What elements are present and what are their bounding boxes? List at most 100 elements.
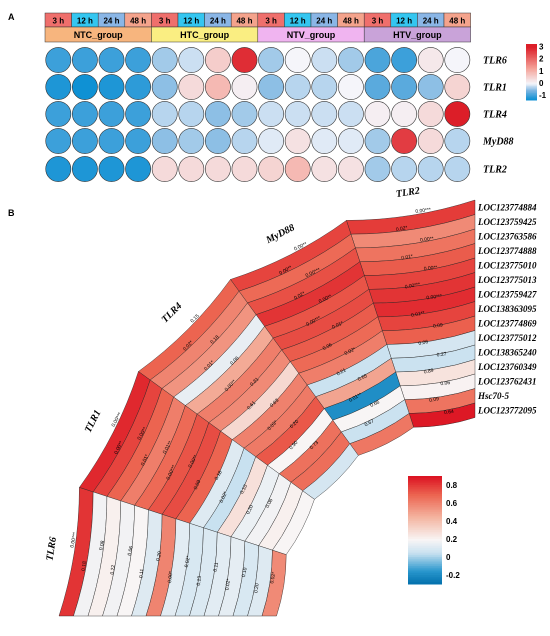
- correlation-value-label: 0.06: [229, 355, 240, 366]
- heatmap-dot: [337, 47, 364, 73]
- heatmap-dot: [45, 47, 72, 73]
- correlation-value-label: 0.06: [265, 498, 275, 510]
- legend-b-band: [408, 492, 442, 495]
- correlation-value-label: 0.01**: [162, 440, 174, 455]
- legend-a-band: [526, 91, 537, 94]
- heatmap-dot: [98, 47, 125, 73]
- heatmap-dot: [231, 74, 258, 100]
- legend-a-tick: 3: [539, 42, 544, 51]
- correlation-value-label: 0.20: [253, 583, 260, 594]
- heatmap-dot: [204, 74, 231, 100]
- heatmap-dot: [125, 156, 152, 182]
- legend-a-band: [526, 73, 537, 76]
- legend-b-band: [408, 540, 442, 544]
- heatmap-dot: [151, 156, 178, 182]
- heatmap-dot: [417, 47, 444, 73]
- panel-b-circular-heatmap: 0.00*** 0.02* 0.00** 0.01* 0.00** 0.00*** 0.00…: [44, 185, 537, 617]
- legend-b-band: [408, 564, 442, 567]
- legend-b-band: [408, 548, 442, 551]
- gene-label: MyD88: [482, 137, 514, 148]
- time-label: 3 h: [53, 17, 65, 26]
- gene-label: TLR1: [483, 83, 507, 94]
- time-label: 12 h: [77, 17, 93, 26]
- group-label: NTC_group: [74, 30, 123, 40]
- legend-b-band: [408, 533, 442, 536]
- correlation-value-label: 0.00**: [318, 294, 333, 305]
- legend-b-band: [408, 539, 442, 542]
- heatmap-dot: [337, 101, 364, 127]
- correlation-value-label: 0.06: [418, 339, 429, 347]
- group-label: HTC_group: [180, 30, 229, 40]
- correlation-value-label: 0.01**: [411, 310, 426, 318]
- heatmap-dot: [337, 128, 364, 154]
- heatmap-dot: [417, 128, 444, 154]
- legend-a-band: [526, 59, 537, 62]
- legend-b-band: [408, 477, 442, 481]
- legend-b-band: [408, 488, 442, 491]
- heatmap-dot: [258, 128, 285, 154]
- correlation-value-label: 0.06: [322, 342, 334, 352]
- legend-a-band: [526, 48, 537, 51]
- heatmap-dot: [444, 101, 471, 127]
- legend-b-band: [408, 582, 442, 585]
- heatmap-dot: [72, 74, 98, 100]
- correlation-value-label: 0.11: [138, 568, 145, 578]
- correlation-value-label: 0.67: [364, 418, 376, 428]
- legend-b-band: [408, 501, 442, 504]
- correlation-value-label: 0.02*: [269, 571, 277, 584]
- legend-b-band: [408, 531, 442, 535]
- legend-a-band: [526, 70, 537, 73]
- heatmap-dot: [125, 74, 152, 100]
- legend-b-band: [408, 575, 442, 578]
- legend-b-band: [408, 521, 442, 524]
- time-label: 48 h: [236, 17, 252, 26]
- legend-a-band: [526, 76, 537, 79]
- legend-b-band: [408, 553, 442, 556]
- legend-a-band: [526, 56, 537, 59]
- correlation-value-label: 0.06: [127, 545, 135, 556]
- correlation-value-label: 0.06: [440, 380, 451, 387]
- correlation-value-label: 0.18: [209, 334, 220, 345]
- correlation-value-label: 0.02*: [219, 491, 229, 504]
- heatmap-dot: [45, 101, 72, 127]
- legend-b-band: [408, 522, 442, 526]
- correlation-value-label: 0.73: [309, 440, 320, 451]
- panel-a-legend: 3 2 1 0 -1: [526, 42, 547, 101]
- heatmap-dot: [98, 128, 125, 154]
- legend-a-tick: 2: [539, 55, 544, 64]
- correlation-value-label: 0.01*: [401, 254, 414, 262]
- legend-b-band: [408, 571, 442, 574]
- legend-b-band: [408, 503, 442, 506]
- heatmap-dot: [391, 47, 418, 73]
- legend-a-band: [526, 97, 537, 100]
- correlation-value-label: 0.01*: [140, 454, 150, 467]
- heatmap-dot: [258, 156, 285, 182]
- legend-a-band: [526, 90, 537, 93]
- correlation-value-label: 0.27: [436, 351, 447, 358]
- ring-gene-label: MyD88: [263, 222, 296, 246]
- correlation-value-label: 0.00***: [69, 532, 78, 548]
- gene-track-label: LOC123759425: [477, 217, 537, 227]
- correlation-value-label: 0.18: [81, 561, 88, 572]
- correlation-value-label: 0.31: [249, 376, 260, 387]
- heatmap-dot: [311, 47, 338, 73]
- ring-gene-label: TLR4: [160, 301, 185, 326]
- heatmap-dot: [231, 47, 258, 73]
- legend-b-band: [408, 578, 442, 581]
- correlation-value-label: 0.00**: [293, 241, 308, 252]
- legend-a-tick: 0: [539, 79, 544, 88]
- gene-track-label: LOC123774884: [477, 202, 537, 212]
- legend-a-band: [526, 88, 537, 91]
- heatmap-dot: [45, 156, 72, 182]
- heatmap-dot: [258, 101, 285, 127]
- correlation-value-label: 0.01*: [331, 320, 344, 330]
- panel-b-label: B: [8, 208, 15, 218]
- group-cell: [363, 26, 471, 43]
- gene-track-label: LOC123774888: [477, 246, 537, 256]
- gene-track-label: LOC123763586: [477, 231, 537, 241]
- correlation-value-label: 0.02*: [344, 347, 357, 357]
- legend-b-band: [408, 486, 442, 490]
- legend-b-band: [408, 580, 442, 583]
- gene-label: TLR2: [483, 165, 507, 176]
- legend-a-band: [526, 93, 537, 95]
